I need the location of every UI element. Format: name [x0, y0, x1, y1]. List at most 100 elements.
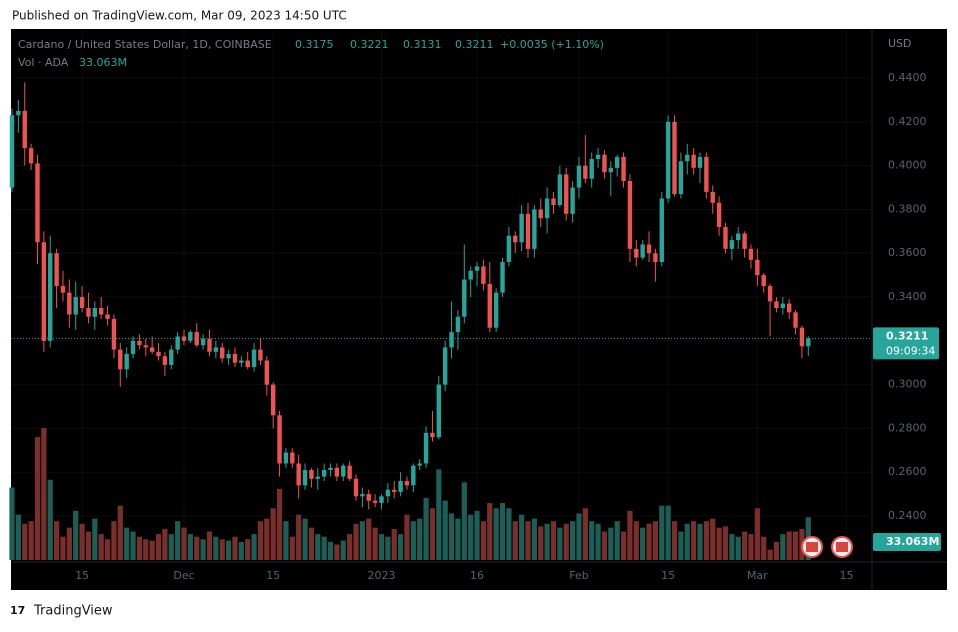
x-tick-label: Feb: [569, 569, 588, 582]
candle-body: [353, 478, 359, 497]
candle-body: [251, 349, 257, 368]
candle-body: [200, 338, 206, 346]
volume-bar: [474, 510, 480, 560]
volume-bar: [15, 514, 21, 560]
volume-bar: [729, 534, 735, 560]
y-tick-label: 0.3000: [888, 378, 927, 391]
candle-body: [589, 159, 594, 179]
candle-body: [793, 312, 798, 328]
candle-body: [347, 465, 352, 479]
candle-body: [430, 432, 435, 438]
candle-body: [557, 174, 563, 206]
candle-body: [54, 253, 59, 287]
candle-body: [309, 470, 314, 479]
candle-body: [462, 279, 467, 317]
candle-body: [118, 349, 123, 370]
candle-body: [487, 283, 492, 328]
candle-body: [270, 384, 276, 416]
volume-bar: [143, 539, 149, 560]
candle-body: [621, 156, 626, 181]
volume-bar: [28, 521, 34, 560]
volume-bar: [512, 521, 518, 560]
x-tick-label: 2023: [367, 569, 395, 582]
candle-body: [710, 191, 715, 203]
candle-body: [73, 297, 78, 315]
candle-body: [98, 307, 104, 315]
candle-body: [716, 202, 722, 227]
volume-bar: [525, 521, 531, 560]
candle-body: [806, 338, 811, 347]
volume-bar: [550, 521, 557, 560]
candle-body: [360, 494, 365, 497]
volume-bar: [372, 527, 378, 560]
volume-bar: [270, 508, 276, 560]
high-value: 0.3221: [350, 38, 389, 51]
candle-body: [334, 467, 340, 477]
candle-body: [366, 494, 371, 501]
volume-bar: [671, 521, 678, 560]
y-tick-label: 0.3400: [888, 290, 927, 303]
candle-body: [79, 297, 85, 308]
candle-body: [16, 110, 21, 116]
volume-bar: [22, 523, 28, 560]
candle-body: [442, 347, 448, 385]
volume-bar: [175, 521, 181, 560]
candle-body: [22, 110, 27, 149]
candle-body: [169, 349, 174, 365]
candle-body: [691, 154, 696, 168]
volume-bar: [461, 482, 467, 560]
y-tick-label: 0.4200: [888, 115, 927, 128]
candle-body: [678, 161, 684, 195]
candle-body: [60, 286, 66, 293]
volume-bar: [397, 534, 404, 560]
candle-body: [519, 213, 524, 243]
candle-body: [137, 340, 142, 346]
volume-bar: [436, 469, 442, 560]
volume-bar: [652, 521, 659, 560]
candle-body: [35, 163, 40, 243]
volume-bar: [378, 534, 385, 560]
volume-bar: [283, 521, 289, 560]
volume-bar: [576, 513, 582, 560]
volume-bar: [200, 539, 206, 560]
volume-bar: [620, 531, 627, 560]
candle-body: [315, 476, 320, 479]
candle-body: [455, 316, 461, 333]
volume-bar: [340, 540, 346, 560]
x-tick-label: 16: [470, 569, 484, 582]
countdown-label: 09:09:34: [886, 344, 935, 357]
candle-body: [659, 198, 664, 262]
volume-value: 33.063M: [79, 56, 127, 69]
volume-bar: [487, 503, 493, 560]
last-price-label: 0.3211: [886, 329, 928, 342]
volume-bar: [302, 518, 308, 560]
candle-body: [525, 213, 531, 249]
candle-body: [290, 452, 295, 464]
x-tick-label: Dec: [173, 569, 194, 582]
volume-bar: [276, 488, 283, 560]
volume-bar: [640, 527, 646, 560]
volume-bar: [722, 526, 729, 560]
candle-body: [697, 156, 703, 168]
volume-bar: [289, 536, 295, 560]
candle-body: [685, 154, 690, 162]
x-tick-label: 15: [266, 569, 280, 582]
volume-bar: [710, 518, 716, 560]
candle-body: [162, 356, 168, 365]
y-tick-label: 0.3800: [888, 202, 927, 215]
volume-bar: [47, 479, 53, 560]
volume-bar: [697, 523, 703, 560]
volume-bar: [327, 541, 334, 560]
volume-bar: [748, 534, 754, 560]
volume-bar: [448, 513, 455, 560]
volume-bar: [608, 527, 614, 560]
close-value: 0.3211: [455, 38, 494, 51]
volume-bar: [767, 549, 773, 560]
volume-bar: [678, 531, 684, 560]
candle-body: [28, 148, 34, 164]
event-flag-stripes: [806, 542, 818, 552]
candle-body: [767, 286, 773, 302]
volume-axis-label: 33.063M: [886, 535, 939, 548]
candle-body: [634, 248, 639, 258]
volume-bar: [741, 531, 748, 560]
